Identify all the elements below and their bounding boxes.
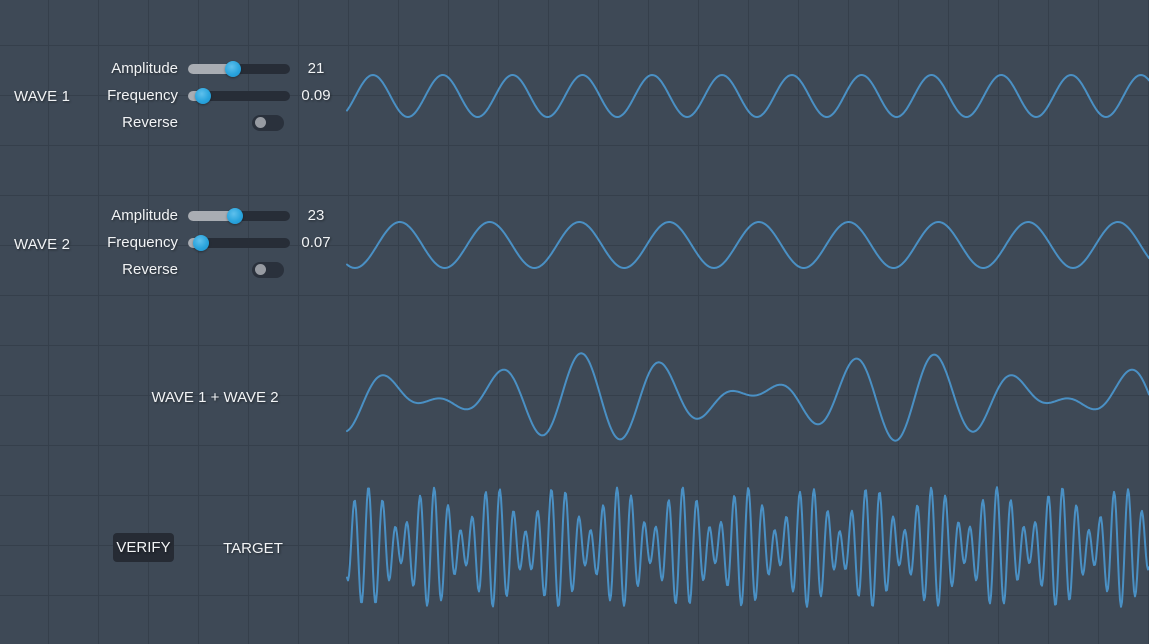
wave2-frequency-row: Frequency 0.07 [88, 229, 338, 256]
slider-thumb[interactable] [226, 207, 243, 224]
wave2-frequency-slider[interactable] [188, 234, 290, 251]
slider-track[interactable] [188, 90, 290, 101]
frequency-label: Frequency [107, 234, 178, 251]
slider-fill [188, 63, 233, 74]
wave2-plot [346, 221, 1149, 269]
slider-thumb[interactable] [224, 60, 241, 77]
wave1-controls: Amplitude 21 Frequency 0.09 Reverse [88, 55, 338, 136]
wave2-title: WAVE 2 [14, 236, 71, 253]
toggle-knob [255, 117, 266, 128]
slider-thumb[interactable] [192, 234, 209, 251]
wave1-frequency-value: 0.09 [301, 87, 331, 104]
target-plot [346, 486, 1149, 608]
wave1-frequency-row: Frequency 0.09 [88, 82, 338, 109]
wave1-plus-wave2-plot [346, 352, 1149, 442]
wave2-amplitude-row: Amplitude 23 [88, 202, 338, 229]
wave2-frequency-value: 0.07 [301, 234, 331, 251]
slider-fill [188, 210, 235, 221]
wave2-controls: Amplitude 23 Frequency 0.07 Reverse [88, 202, 338, 283]
wave1-frequency-slider[interactable] [188, 87, 290, 104]
amplitude-label: Amplitude [111, 207, 178, 224]
wave1-reverse-toggle[interactable] [252, 114, 284, 131]
reverse-label: Reverse [122, 261, 178, 278]
target-label: TARGET [223, 540, 283, 557]
wave1-amplitude-slider[interactable] [188, 60, 290, 77]
wave2-reverse-toggle[interactable] [252, 261, 284, 278]
wave1-plot [346, 74, 1149, 118]
wave2-reverse-row: Reverse [88, 256, 338, 283]
reverse-label: Reverse [122, 114, 178, 131]
frequency-label: Frequency [107, 87, 178, 104]
slider-track[interactable] [188, 237, 290, 248]
slider-thumb[interactable] [194, 87, 211, 104]
combined-wave-label: WAVE 1 + WAVE 2 [151, 389, 279, 406]
toggle-knob [255, 264, 266, 275]
wave1-reverse-row: Reverse [88, 109, 338, 136]
wave2-amplitude-value: 23 [307, 207, 325, 224]
verify-button[interactable]: VERIFY [113, 533, 174, 562]
wave1-amplitude-row: Amplitude 21 [88, 55, 338, 82]
wave1-amplitude-value: 21 [307, 60, 325, 77]
amplitude-label: Amplitude [111, 60, 178, 77]
wave2-amplitude-slider[interactable] [188, 207, 290, 224]
wave1-title: WAVE 1 [14, 88, 71, 105]
